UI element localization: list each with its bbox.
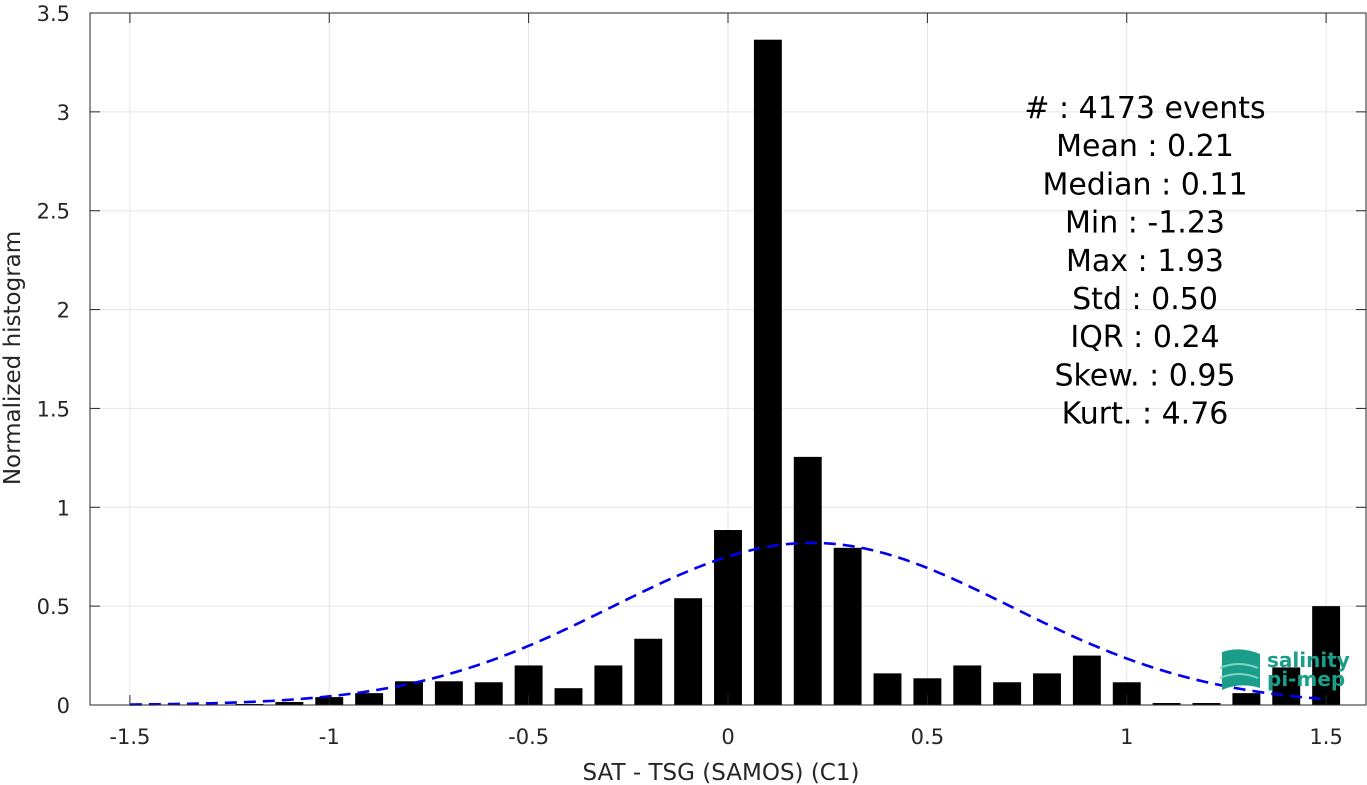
y-tick-label: 0 xyxy=(57,694,70,718)
y-tick-label: 0.5 xyxy=(37,595,70,619)
histogram-bar xyxy=(674,598,703,705)
stats-line: Std : 0.50 xyxy=(1072,282,1218,317)
histogram-bar xyxy=(474,682,503,705)
histogram-bar xyxy=(714,530,742,705)
stats-line: IQR : 0.24 xyxy=(1070,320,1219,355)
y-axis-label: Normalized histogram xyxy=(0,231,26,485)
y-axis-ticks: 0 0.5 1 1.5 2 2.5 3 3.5 xyxy=(37,2,1366,718)
histogram-bar xyxy=(953,665,982,705)
histogram-bar xyxy=(873,673,902,705)
histogram-bar xyxy=(793,456,822,705)
x-tick-label: 1 xyxy=(1120,725,1133,749)
x-axis-ticks: -1.5 -1 -0.5 0 0.5 1 1.5 xyxy=(109,13,1343,749)
x-tick-label: -0.5 xyxy=(508,725,549,749)
stats-line: Skew. : 0.95 xyxy=(1054,358,1235,393)
histogram-bar xyxy=(1272,667,1301,705)
histogram-bar xyxy=(993,682,1022,705)
x-tick-label: -1 xyxy=(319,725,340,749)
histogram-bar xyxy=(1152,703,1181,705)
y-tick-label: 2 xyxy=(57,299,70,323)
histogram-bar xyxy=(634,638,663,705)
histogram-bar xyxy=(275,702,304,705)
y-tick-label: 2.5 xyxy=(37,200,70,224)
stats-line: Max : 1.93 xyxy=(1066,244,1224,279)
histogram-bar xyxy=(1232,693,1261,705)
x-tick-label: 0.5 xyxy=(911,725,944,749)
histogram-bar xyxy=(1033,673,1061,705)
histogram-bar xyxy=(1312,606,1341,705)
y-tick-label: 1.5 xyxy=(37,397,70,421)
y-tick-label: 3.5 xyxy=(37,2,70,26)
stats-line: Median : 0.11 xyxy=(1042,167,1247,202)
y-tick-label: 3 xyxy=(57,101,70,125)
histogram-bar xyxy=(1192,703,1221,705)
x-tick-label: -1.5 xyxy=(109,725,150,749)
histogram-bar xyxy=(395,681,423,705)
histogram-bars xyxy=(235,39,1341,706)
y-tick-label: 1 xyxy=(57,496,70,520)
logo-text-line2: pi-mep xyxy=(1267,667,1345,691)
histogram-bar xyxy=(753,39,782,706)
histogram-bar xyxy=(833,547,862,705)
histogram-bar xyxy=(434,681,463,705)
logo-text-line1: salinity xyxy=(1267,648,1350,672)
histogram-bar xyxy=(594,665,623,705)
logo-wave-icon xyxy=(1219,649,1260,690)
grid xyxy=(90,12,1366,706)
x-tick-label: 0 xyxy=(721,725,734,749)
stats-line: Kurt. : 4.76 xyxy=(1062,397,1229,432)
salinity-pi-mep-logo: salinity pi-mep xyxy=(1219,648,1350,691)
stats-line: Mean : 0.21 xyxy=(1056,129,1234,164)
x-axis-label: SAT - TSG (SAMOS) (C1) xyxy=(583,760,860,785)
histogram-bar xyxy=(1072,655,1101,705)
stats-line: Min : -1.23 xyxy=(1065,206,1225,241)
histogram-bar xyxy=(554,688,583,705)
stats-line: # : 4173 events xyxy=(1024,91,1265,126)
histogram-bar xyxy=(1112,682,1141,705)
x-tick-label: 1.5 xyxy=(1309,725,1342,749)
histogram-bar xyxy=(355,693,384,705)
